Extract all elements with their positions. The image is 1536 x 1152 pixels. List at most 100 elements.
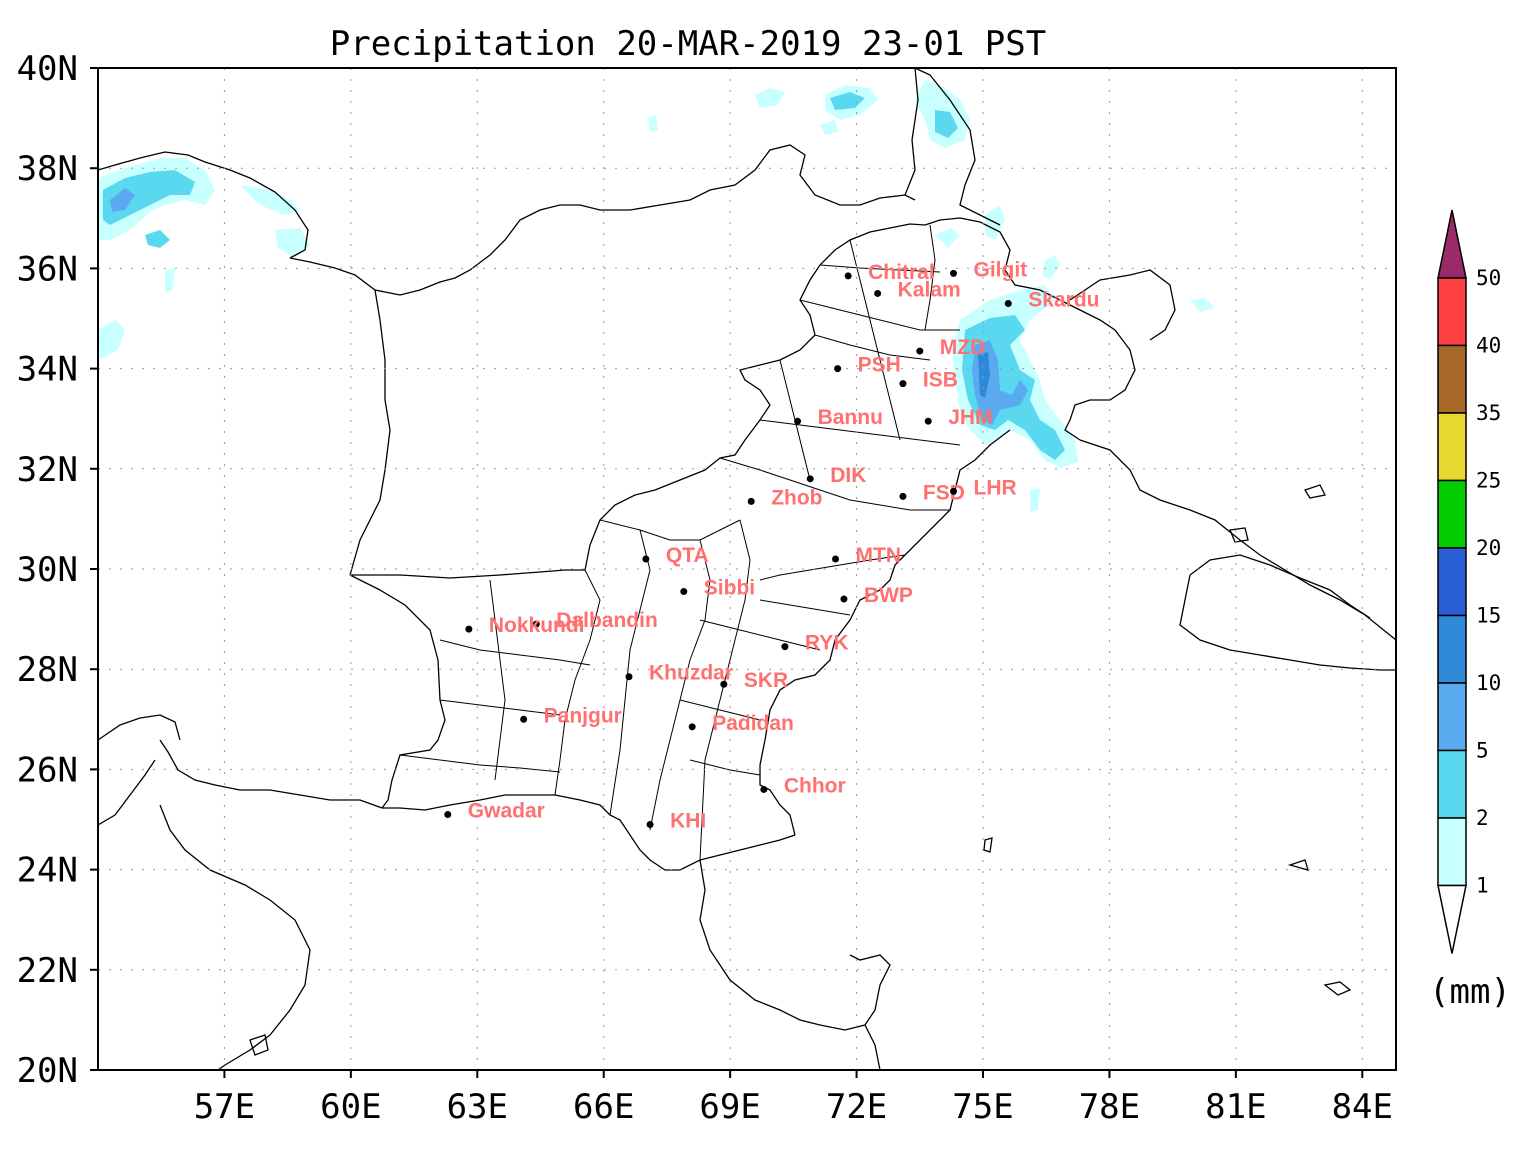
- city-label: Dalbandin: [556, 609, 658, 632]
- city-label: MZD: [940, 336, 986, 359]
- colorbar-segment: [1437, 344, 1467, 414]
- lon-label: 84E: [1332, 1087, 1393, 1127]
- city-dot: [625, 673, 633, 681]
- lon-label: 78E: [1079, 1087, 1140, 1127]
- colorbar-segment: [1437, 479, 1467, 549]
- city-label: LHR: [974, 476, 1017, 499]
- lon-label: 66E: [573, 1087, 634, 1127]
- lon-label: 63E: [447, 1087, 508, 1127]
- city-label: RYK: [805, 632, 849, 655]
- city-dot: [806, 475, 814, 483]
- city-dot: [444, 810, 452, 818]
- map-title: Precipitation 20-MAR-2019 23-01 PST: [330, 24, 1046, 64]
- city-dot: [646, 821, 654, 829]
- lon-label: 81E: [1205, 1087, 1266, 1127]
- city-label: KHI: [670, 810, 706, 833]
- lat-label: 20N: [17, 1051, 78, 1091]
- colorbar-max-triangle: [1437, 209, 1467, 279]
- district-borders: [399, 224, 961, 861]
- colorbar-segment: [1437, 682, 1467, 752]
- city-label: Panjgur: [544, 704, 622, 727]
- city-dot: [532, 620, 540, 628]
- lat-label: 22N: [17, 951, 78, 991]
- country-borders: [98, 68, 1396, 1070]
- lon-label: 72E: [826, 1087, 887, 1127]
- city-dot: [642, 555, 650, 563]
- city-dot: [781, 643, 789, 651]
- colorbar-level-label: 5: [1476, 739, 1489, 763]
- colorbar-level-label: 10: [1476, 671, 1501, 695]
- city-dot: [747, 497, 755, 505]
- colorbar-segment: [1437, 412, 1467, 482]
- city-label: Chitral: [868, 261, 935, 284]
- city-label: JHM: [948, 406, 992, 429]
- lon-label: 75E: [952, 1087, 1013, 1127]
- colorbar-segment: [1437, 817, 1467, 887]
- lat-label: 34N: [17, 350, 78, 390]
- city-dot: [465, 625, 473, 633]
- city-markers: Chitral Gilgit Kalam Skardu MZD PSH ISB Bannu JH…: [444, 258, 1099, 833]
- lat-label: 40N: [17, 49, 78, 89]
- city-dot: [688, 723, 696, 731]
- city-dot: [1004, 299, 1012, 307]
- colorbar-level-label: 1: [1476, 874, 1489, 898]
- city-label: PSH: [858, 354, 901, 377]
- axis-labels: 57E 60E 63E 66E 69E 72E 75E 78E 81E 84E 20N 22N 24N 2…: [17, 49, 1393, 1127]
- city-label: QTA: [666, 544, 709, 567]
- city-label: Bannu: [818, 406, 883, 429]
- city-dot: [950, 487, 957, 495]
- colorbar-segment: [1437, 547, 1467, 617]
- city-dot: [844, 272, 852, 280]
- city-dot: [874, 289, 882, 297]
- city-dot: [924, 417, 932, 425]
- lat-label: 28N: [17, 650, 78, 690]
- city-dot: [832, 555, 839, 563]
- colorbar-level-label: 25: [1476, 469, 1501, 493]
- city-label: Zhob: [771, 486, 822, 509]
- colorbar-level-label: 2: [1476, 806, 1489, 830]
- city-label: Sibbi: [704, 577, 755, 600]
- city-label: Nokkundi: [489, 614, 585, 637]
- colorbar-level-label: 20: [1476, 536, 1501, 560]
- city-label: Kalam: [898, 278, 961, 301]
- unit-label: (mm): [1429, 972, 1511, 1012]
- colorbar-level-label: 35: [1476, 401, 1501, 425]
- colorbar-level-label: 50: [1476, 266, 1501, 290]
- colorbar-level-label: 15: [1476, 604, 1501, 628]
- lat-label: 38N: [17, 149, 78, 189]
- city-label: MTN: [856, 544, 902, 567]
- city-label: Gwadar: [468, 799, 545, 822]
- city-dot: [899, 380, 907, 388]
- lat-label: 32N: [17, 450, 78, 490]
- city-label: BWP: [864, 584, 913, 607]
- lat-label: 24N: [17, 851, 78, 891]
- city-dot: [680, 588, 688, 596]
- city-dot: [916, 347, 924, 355]
- city-label: Gilgit: [974, 258, 1028, 281]
- lat-label: 36N: [17, 249, 78, 289]
- city-dot: [840, 595, 848, 603]
- lat-label: 26N: [17, 750, 78, 790]
- colorbar-segment: [1437, 614, 1467, 684]
- city-label: FSD: [923, 481, 965, 504]
- colorbar-segment: [1437, 749, 1467, 819]
- colorbar-legend: 50 40 35 25 20 15 10 5 2 1: [1437, 209, 1501, 954]
- city-label: Chhor: [784, 774, 846, 797]
- city-label: Padidan: [712, 712, 794, 735]
- lon-label: 69E: [699, 1087, 760, 1127]
- city-dot: [520, 715, 528, 723]
- city-label: SKR: [744, 669, 788, 692]
- precipitation-shading: [98, 80, 1215, 512]
- city-dot: [834, 365, 842, 373]
- city-dot: [950, 269, 957, 277]
- lon-label: 60E: [320, 1087, 381, 1127]
- colorbar-level-label: 40: [1476, 334, 1501, 358]
- city-dot: [720, 680, 728, 688]
- lon-label: 57E: [194, 1087, 255, 1127]
- city-label: DIK: [830, 464, 866, 487]
- city-label: ISB: [923, 369, 958, 392]
- city-dot: [794, 417, 802, 425]
- colorbar-segment: [1437, 277, 1467, 347]
- city-dot: [899, 492, 907, 500]
